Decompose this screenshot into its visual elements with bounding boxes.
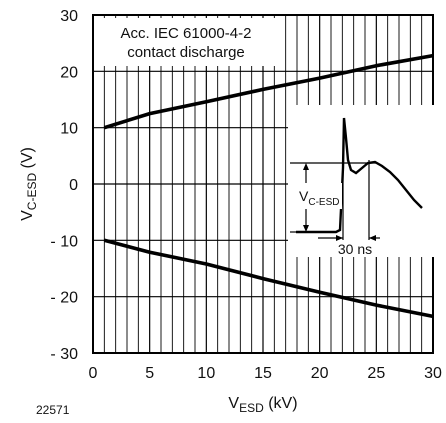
inset-waveform: VC-ESD 30 ns — [288, 105, 436, 257]
y-tick-label: 30 — [60, 8, 78, 25]
inset-time-label: 30 ns — [338, 241, 372, 257]
inset-v-arrowhead-bottom — [303, 225, 309, 232]
x-tick-labels: 0 5 10 15 20 25 30 — [89, 365, 442, 382]
annotation-box: Acc. IEC 61000-4-2 contact discharge — [96, 18, 276, 66]
y-tick-label: - 30 — [50, 346, 78, 363]
x-tick-label: 30 — [424, 365, 442, 382]
x-tick-label: 15 — [254, 365, 272, 382]
y-axis-label: VC-ESD (V) — [19, 147, 39, 221]
x-tick-label: 10 — [197, 365, 215, 382]
series-line-2 — [103, 238, 434, 319]
inset-v-arrowhead-top — [303, 163, 309, 170]
x-axis-label: VESD (kV) — [228, 395, 297, 415]
x-tick-label: 25 — [367, 365, 385, 382]
x-tick-label: 20 — [311, 365, 329, 382]
annotation-line-1: Acc. IEC 61000-4-2 — [121, 25, 252, 42]
inset-label: VC-ESD — [299, 188, 339, 208]
x-tick-label: 0 — [89, 365, 98, 382]
annotation-line-2: contact discharge — [127, 44, 245, 61]
y-tick-labels: 30 20 10 0 - 10 - 20 - 30 — [50, 8, 78, 363]
figure-id: 22571 — [36, 403, 70, 417]
x-tick-label: 5 — [145, 365, 154, 382]
y-tick-label: 0 — [69, 177, 78, 194]
y-tick-label: - 20 — [50, 290, 78, 307]
inset-t-arrowhead-right — [369, 235, 376, 241]
series-group — [103, 53, 434, 319]
inset-t-arrowhead-left — [336, 235, 343, 241]
y-tick-label: 20 — [60, 64, 78, 81]
y-tick-label: - 10 — [50, 233, 78, 250]
y-tick-label: 10 — [60, 121, 78, 138]
series-line-1 — [103, 53, 434, 130]
